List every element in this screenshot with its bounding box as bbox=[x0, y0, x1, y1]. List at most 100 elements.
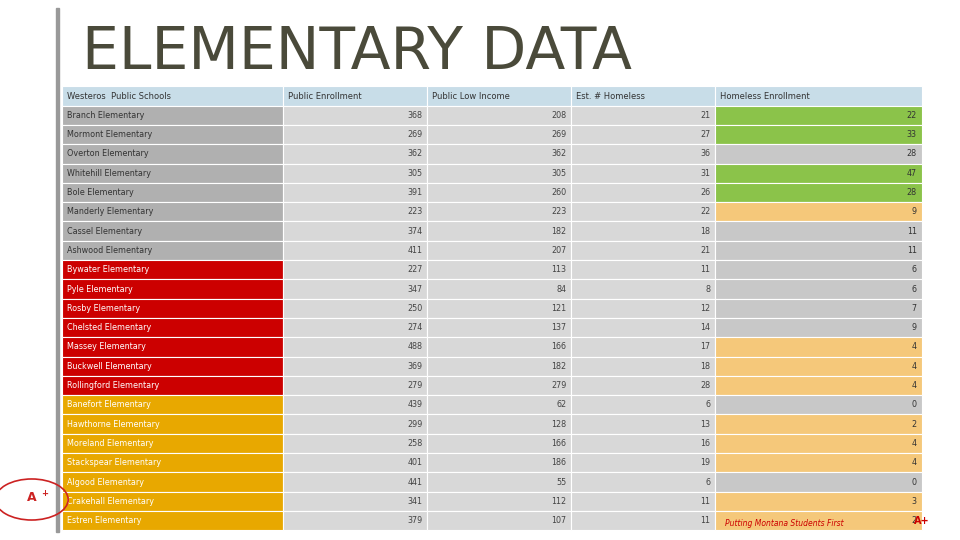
Text: 223: 223 bbox=[551, 207, 566, 217]
Bar bbox=[571, 221, 715, 241]
Text: Massey Elementary: Massey Elementary bbox=[67, 342, 146, 352]
Bar bbox=[283, 202, 427, 221]
Text: 250: 250 bbox=[407, 304, 422, 313]
Text: Rollingford Elementary: Rollingford Elementary bbox=[67, 381, 159, 390]
Text: Banefort Elementary: Banefort Elementary bbox=[67, 400, 151, 409]
Text: Stackspear Elementary: Stackspear Elementary bbox=[67, 458, 161, 467]
Bar bbox=[62, 434, 283, 453]
Text: Public Low Income: Public Low Income bbox=[432, 92, 510, 100]
Text: 166: 166 bbox=[551, 439, 566, 448]
Bar bbox=[283, 318, 427, 338]
Text: Moreland Elementary: Moreland Elementary bbox=[67, 439, 154, 448]
Text: 22: 22 bbox=[906, 111, 917, 120]
Bar bbox=[427, 260, 571, 279]
Bar bbox=[283, 356, 427, 376]
Text: 411: 411 bbox=[407, 246, 422, 255]
Bar bbox=[571, 86, 715, 106]
Bar bbox=[571, 144, 715, 164]
Text: 33: 33 bbox=[907, 130, 917, 139]
Text: 305: 305 bbox=[407, 168, 422, 178]
Text: Buckwell Elementary: Buckwell Elementary bbox=[67, 362, 152, 371]
Text: 11: 11 bbox=[701, 497, 710, 506]
Text: 16: 16 bbox=[701, 439, 710, 448]
Text: 21: 21 bbox=[700, 246, 710, 255]
Text: Homeless Enrollment: Homeless Enrollment bbox=[720, 92, 809, 100]
Text: 62: 62 bbox=[556, 400, 566, 409]
Text: 305: 305 bbox=[551, 168, 566, 178]
Text: 207: 207 bbox=[551, 246, 566, 255]
Bar bbox=[283, 376, 427, 395]
Bar bbox=[62, 86, 283, 106]
Text: 0: 0 bbox=[912, 400, 917, 409]
Bar bbox=[283, 395, 427, 415]
Bar bbox=[62, 376, 283, 395]
Text: 258: 258 bbox=[407, 439, 422, 448]
Text: 13: 13 bbox=[701, 420, 710, 429]
Text: 260: 260 bbox=[551, 188, 566, 197]
Text: ELEMENTARY DATA: ELEMENTARY DATA bbox=[82, 24, 632, 82]
Text: Public Enrollment: Public Enrollment bbox=[288, 92, 362, 100]
Bar bbox=[715, 125, 922, 144]
Bar bbox=[283, 106, 427, 125]
Text: 401: 401 bbox=[407, 458, 422, 467]
Bar bbox=[283, 279, 427, 299]
Bar bbox=[715, 356, 922, 376]
Text: 4: 4 bbox=[912, 381, 917, 390]
Text: 121: 121 bbox=[551, 304, 566, 313]
Text: 186: 186 bbox=[551, 458, 566, 467]
Text: Overton Elementary: Overton Elementary bbox=[67, 150, 149, 158]
Bar bbox=[571, 453, 715, 472]
Bar bbox=[571, 183, 715, 202]
Bar bbox=[427, 125, 571, 144]
Bar bbox=[427, 106, 571, 125]
Bar bbox=[283, 260, 427, 279]
Text: 55: 55 bbox=[556, 477, 566, 487]
Text: 223: 223 bbox=[407, 207, 422, 217]
Text: Cassel Elementary: Cassel Elementary bbox=[67, 227, 142, 235]
Bar bbox=[427, 434, 571, 453]
Bar bbox=[283, 125, 427, 144]
Text: 4: 4 bbox=[912, 439, 917, 448]
Bar bbox=[715, 511, 922, 530]
Bar bbox=[715, 144, 922, 164]
Bar bbox=[62, 164, 283, 183]
Text: Hawthorne Elementary: Hawthorne Elementary bbox=[67, 420, 160, 429]
Bar bbox=[283, 415, 427, 434]
Bar bbox=[571, 376, 715, 395]
Text: 21: 21 bbox=[700, 111, 710, 120]
Text: Putting Montana Students First: Putting Montana Students First bbox=[725, 519, 844, 528]
Text: 28: 28 bbox=[700, 381, 710, 390]
Bar bbox=[715, 202, 922, 221]
Bar bbox=[427, 453, 571, 472]
Text: 182: 182 bbox=[551, 362, 566, 371]
Text: 2: 2 bbox=[912, 516, 917, 525]
Text: 137: 137 bbox=[551, 323, 566, 332]
Text: 27: 27 bbox=[700, 130, 710, 139]
Text: 31: 31 bbox=[701, 168, 710, 178]
Bar bbox=[427, 86, 571, 106]
Text: Mormont Elementary: Mormont Elementary bbox=[67, 130, 153, 139]
Bar bbox=[715, 183, 922, 202]
Bar bbox=[283, 472, 427, 492]
Text: 47: 47 bbox=[906, 168, 917, 178]
Bar bbox=[283, 241, 427, 260]
Text: 369: 369 bbox=[407, 362, 422, 371]
Bar bbox=[62, 472, 283, 492]
Text: 4: 4 bbox=[912, 458, 917, 467]
Text: 182: 182 bbox=[551, 227, 566, 235]
Text: 12: 12 bbox=[700, 304, 710, 313]
Text: Rosby Elementary: Rosby Elementary bbox=[67, 304, 140, 313]
Text: 4: 4 bbox=[912, 342, 917, 352]
Bar bbox=[62, 125, 283, 144]
Text: 6: 6 bbox=[912, 285, 917, 294]
Text: +: + bbox=[40, 489, 48, 497]
Bar bbox=[427, 415, 571, 434]
Bar bbox=[283, 434, 427, 453]
Bar bbox=[571, 318, 715, 338]
Text: A: A bbox=[27, 491, 36, 504]
Bar bbox=[56, 8, 59, 532]
Text: 128: 128 bbox=[551, 420, 566, 429]
Bar bbox=[427, 164, 571, 183]
Bar bbox=[62, 221, 283, 241]
Bar bbox=[715, 86, 922, 106]
